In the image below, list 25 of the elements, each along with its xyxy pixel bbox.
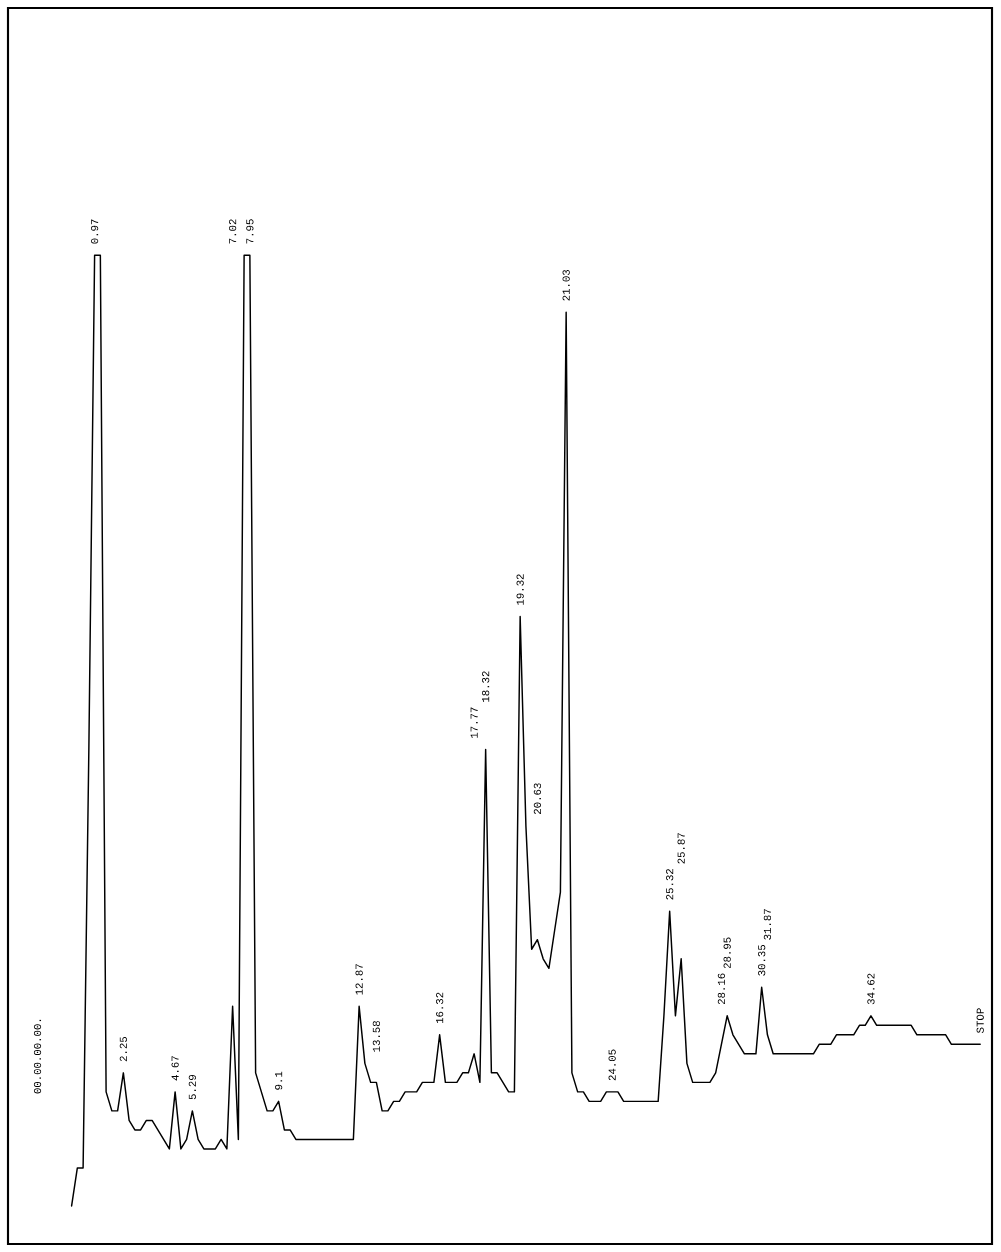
annotation: 13.58: [372, 1021, 380, 1052]
text: 7.95: [246, 219, 254, 244]
annotation: 34.62: [867, 973, 875, 1005]
annotation: 12.87: [355, 964, 363, 995]
annotation: 28.16: [717, 973, 726, 1005]
text: 0.97: [90, 219, 99, 244]
annotation: 28.95: [723, 937, 731, 969]
annotation: 24.05: [608, 1049, 616, 1081]
annotation: 25.32: [666, 869, 674, 900]
annotation: 16.32: [436, 992, 444, 1024]
annotation: STOP: [976, 1008, 984, 1033]
annotation: 25.87: [677, 833, 685, 864]
annotation: 19.32: [516, 574, 524, 605]
annotation: 5.29: [188, 1075, 196, 1100]
text: 00.00.00.00.: [33, 1019, 42, 1094]
annotation: 18.32: [482, 671, 490, 702]
annotation: 20.63: [533, 783, 542, 814]
annotation: 4.67: [171, 1056, 179, 1081]
annotation: 2.25: [119, 1036, 127, 1062]
annotation: 30.35: [758, 945, 766, 976]
annotation: 21.03: [562, 269, 570, 301]
annotation: 9.1: [275, 1071, 283, 1090]
annotation: 17.77: [470, 707, 478, 738]
text: 7.02: [229, 219, 237, 244]
annotation: 31.87: [763, 909, 772, 940]
